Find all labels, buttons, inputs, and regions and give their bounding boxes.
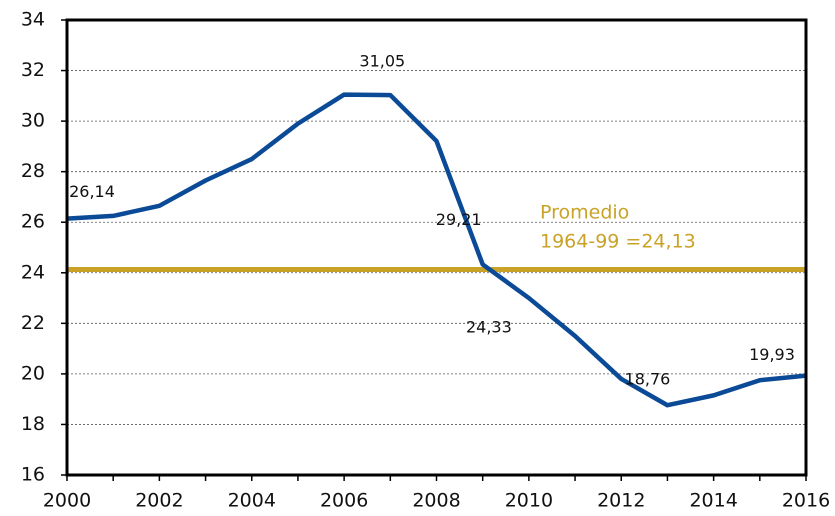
y-tick-label: 18 xyxy=(21,413,45,435)
x-tick-label: 2008 xyxy=(412,490,460,512)
data-label: 31,05 xyxy=(359,52,405,71)
x-tick-label: 2006 xyxy=(320,490,368,512)
data-line xyxy=(66,92,807,408)
x-tick-label: 2016 xyxy=(782,490,830,512)
data-label: 29,21 xyxy=(436,210,482,229)
data-label: 18,76 xyxy=(625,370,671,389)
x-tick-label: 2014 xyxy=(689,490,737,512)
x-tick-label: 2010 xyxy=(505,490,553,512)
x-tick-label: 2012 xyxy=(597,490,645,512)
x-tick-label: 2004 xyxy=(228,490,276,512)
y-tick-label: 24 xyxy=(21,261,45,283)
plot-frame xyxy=(65,18,808,477)
x-tick-label: 2002 xyxy=(135,490,183,512)
data-label: 24,33 xyxy=(466,318,512,337)
y-tick-label: 16 xyxy=(21,464,45,486)
x-tick-label: 2000 xyxy=(43,490,91,512)
reference-label: Promedio xyxy=(540,202,629,224)
y-tick-label: 20 xyxy=(21,362,45,384)
y-tick-label: 22 xyxy=(21,312,45,334)
y-tick-label: 32 xyxy=(21,59,45,81)
data-label: 26,14 xyxy=(69,182,115,201)
y-tick-label: 34 xyxy=(21,9,45,31)
y-tick-label: 26 xyxy=(21,211,45,233)
y-tick-label: 28 xyxy=(21,160,45,182)
data-label: 19,93 xyxy=(749,345,795,364)
reference-label: 1964-99 =24,13 xyxy=(540,231,696,253)
y-tick-label: 30 xyxy=(21,110,45,132)
